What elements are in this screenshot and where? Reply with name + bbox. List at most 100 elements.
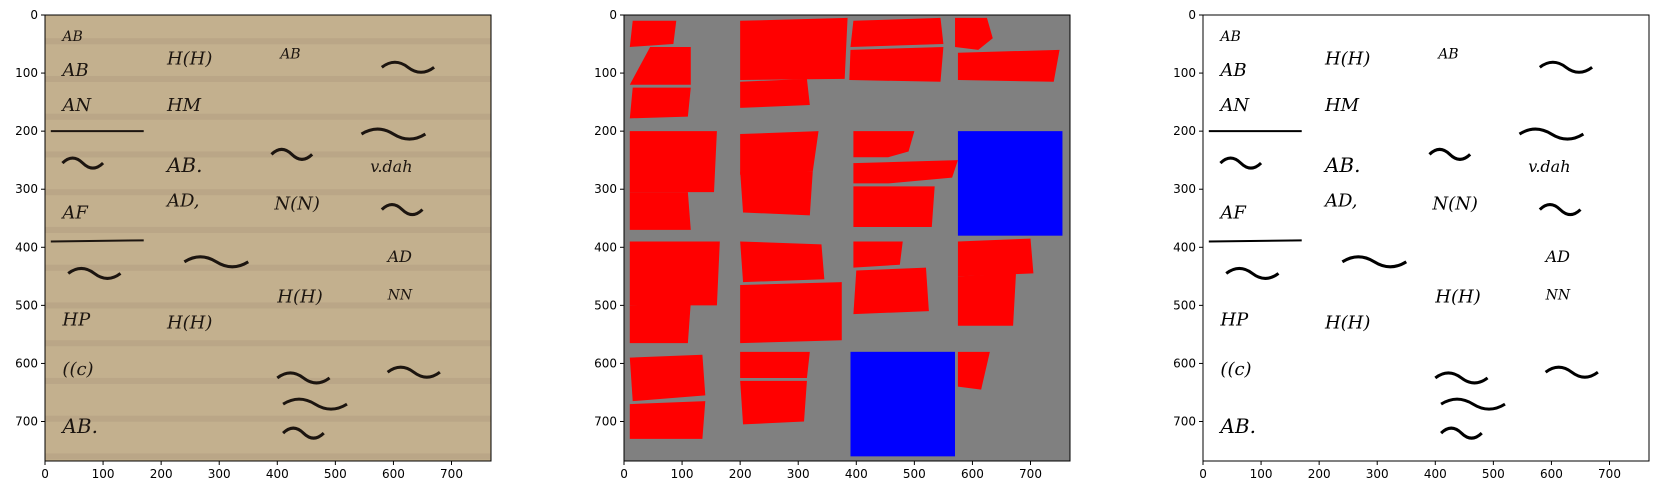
manuscript-glyph: NN — [1545, 288, 1571, 304]
manuscript-glyph: AB. — [60, 414, 98, 438]
y-tick-label: 300 — [15, 182, 38, 196]
y-tick-label: 400 — [15, 240, 38, 254]
y-tick-label: 100 — [1173, 66, 1196, 80]
ink-scribble — [1225, 266, 1280, 280]
text-region — [629, 87, 691, 119]
x-tick-label: 300 — [208, 467, 231, 481]
text-region — [957, 238, 1034, 277]
ink-scribble — [1434, 371, 1489, 385]
manuscript-glyph: HP — [61, 310, 91, 331]
text-region — [957, 49, 1060, 82]
x-tick-label: 300 — [1366, 467, 1389, 481]
ink-scribble — [1538, 203, 1582, 217]
ink-scribble — [282, 397, 348, 411]
x-tick-label: 400 — [845, 467, 868, 481]
stain-band — [45, 113, 491, 120]
y-tick-label: 300 — [594, 182, 617, 196]
x-tick-label: 200 — [150, 467, 173, 481]
manuscript-glyph: v.dah — [370, 157, 412, 176]
text-region — [740, 131, 819, 175]
ink-scribble — [1219, 156, 1263, 170]
manuscript-glyph: AD — [386, 247, 413, 266]
axes-frame — [44, 14, 492, 462]
ink-scribble — [1440, 397, 1506, 411]
y-tick-label: 500 — [15, 298, 38, 312]
y-tick-label: 0 — [1188, 8, 1196, 22]
manuscript-glyph: NN — [387, 288, 413, 304]
text-region — [629, 401, 706, 439]
stain-band — [45, 415, 491, 422]
stain-band — [45, 75, 491, 82]
y-tick-label: 0 — [30, 8, 38, 22]
stain-band — [45, 340, 491, 347]
manuscript-glyph: AD, — [165, 191, 200, 212]
x-tick-label: 600 — [961, 467, 984, 481]
ink-scribble — [380, 60, 436, 74]
x-tick-label: 100 — [1250, 467, 1273, 481]
text-region — [853, 160, 958, 184]
manuscript-glyph: H(H) — [1434, 286, 1480, 307]
x-tick-label: 0 — [620, 467, 628, 481]
ink-scribble — [61, 156, 105, 170]
y-tick-label: 400 — [594, 240, 617, 254]
text-region — [740, 380, 807, 425]
y-tick-label: 200 — [594, 124, 617, 138]
x-tick-label: 700 — [1598, 467, 1621, 481]
non-text-region — [957, 131, 1063, 236]
manuscript-glyph: AB — [1218, 60, 1246, 81]
ink-scribble — [380, 203, 424, 217]
manuscript-glyph: H(H) — [166, 48, 212, 69]
x-tick-label: 0 — [1199, 467, 1207, 481]
manuscript-glyph: AB — [60, 60, 88, 81]
text-region — [740, 241, 825, 283]
ink-scribble — [1518, 127, 1585, 141]
x-tick-label: 400 — [1424, 467, 1447, 481]
stain-band — [45, 377, 491, 384]
axes-frame — [623, 14, 1071, 462]
stain-band — [45, 302, 491, 309]
text-region — [740, 351, 810, 378]
x-tick-label: 600 — [1540, 467, 1563, 481]
ink-scribble — [282, 426, 325, 440]
x-tick-label: 100 — [92, 467, 115, 481]
manuscript-glyph: HP — [1219, 310, 1249, 331]
x-tick-label: 0 — [41, 467, 49, 481]
manuscript-glyph: AB. — [1323, 153, 1361, 177]
text-region — [629, 241, 720, 306]
manuscript-glyph: ((c) — [1220, 359, 1251, 380]
text-region — [853, 241, 903, 268]
text-region — [957, 273, 1016, 326]
text-region — [629, 20, 677, 47]
y-tick-label: 600 — [15, 356, 38, 370]
text-region — [853, 186, 935, 227]
y-tick-label: 500 — [594, 298, 617, 312]
ink-scribble — [1428, 147, 1472, 161]
y-tick-label: 200 — [1173, 124, 1196, 138]
x-tick-label: 700 — [440, 467, 463, 481]
manuscript-glyph: N(N) — [273, 194, 320, 215]
manuscript-glyph: AB. — [165, 153, 203, 177]
stain-band — [45, 264, 491, 271]
segmentation-mask-panel: 0 100 200 300 400 500 600 700 0 100 200 300 400 500 60… — [594, 8, 1071, 481]
y-tick-label: 100 — [15, 66, 38, 80]
text-region — [629, 354, 706, 402]
parchment-background — [45, 15, 491, 461]
y-tick-label: 200 — [15, 124, 38, 138]
manuscript-glyph: AN — [60, 95, 92, 116]
x-tick-label: 200 — [729, 467, 752, 481]
text-region — [629, 302, 691, 344]
text-region — [629, 46, 691, 85]
text-region — [850, 17, 944, 47]
x-tick-label: 600 — [382, 467, 405, 481]
text-region — [740, 282, 842, 344]
ink-scribble — [1341, 255, 1408, 269]
y-tick-label: 0 — [609, 8, 617, 22]
manuscript-glyph: N(N) — [1431, 194, 1478, 215]
binarized-image-panel: AB AB AN H(H) HM AB AB. AD, AF HP H(H) ((c) AB. v.dah… — [1173, 8, 1650, 481]
ink-scribble — [67, 266, 122, 280]
y-tick-label: 600 — [594, 356, 617, 370]
manuscript-glyph: ((c) — [62, 359, 93, 380]
x-tick-label: 300 — [787, 467, 810, 481]
non-text-region — [850, 351, 956, 457]
